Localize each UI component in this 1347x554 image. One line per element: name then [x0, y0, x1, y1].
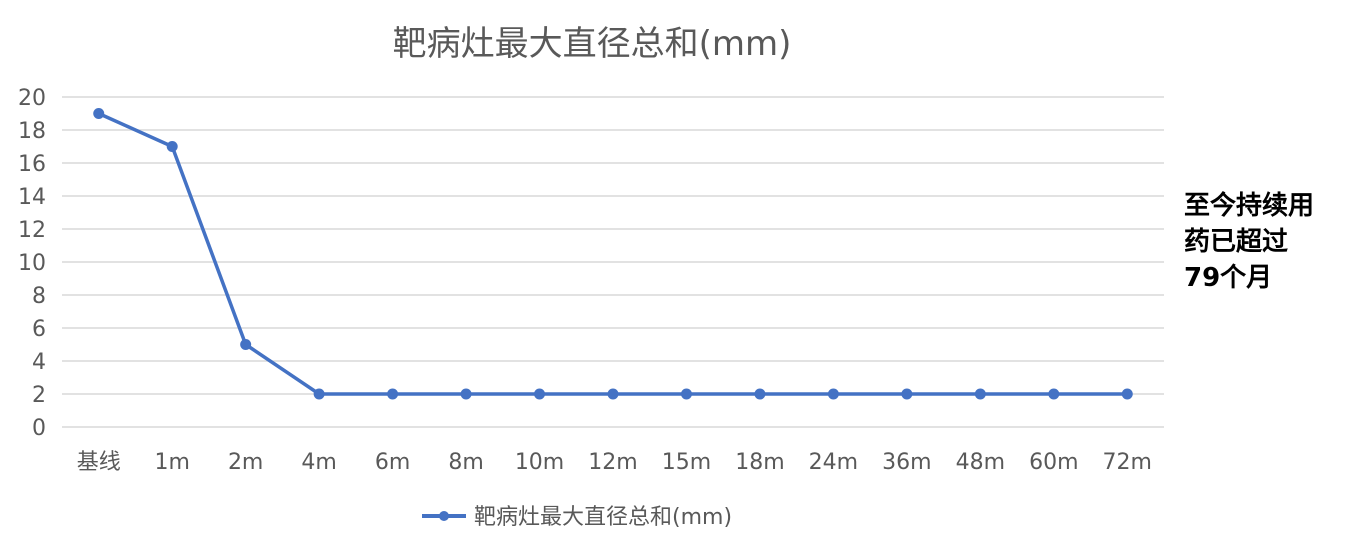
data-point: [313, 388, 325, 400]
y-tick-label: 20: [18, 86, 46, 111]
series-line: [98, 111, 1128, 396]
note-line-3: 79个月: [1184, 263, 1272, 293]
x-tick-label: 18m: [735, 450, 784, 475]
note-line-2: 药已超过: [1184, 227, 1288, 257]
data-point: [166, 141, 178, 152]
x-tick-label: 2m: [228, 450, 263, 475]
y-tick-label: 4: [32, 350, 46, 375]
x-tick-label: 6m: [375, 450, 410, 475]
data-point: [387, 388, 399, 400]
x-tick-label: 12m: [588, 450, 637, 475]
note-line-1: 至今持续用: [1184, 190, 1314, 221]
x-tick-label: 60m: [1029, 450, 1078, 475]
x-axis-ticks: 基线 1m 2m 4m 6m 8m 10m 12m 15m 18m 24m 36m 48m 60m 72m: [77, 450, 1152, 475]
x-tick-label: 36m: [882, 450, 931, 475]
data-point: [901, 388, 913, 400]
gridlines: [62, 96, 1164, 428]
data-point: [460, 388, 472, 400]
x-tick-label: 24m: [809, 450, 858, 475]
y-tick-label: 0: [32, 416, 46, 441]
y-tick-label: 16: [18, 152, 46, 177]
chart-title: 靶病灶最大直径总和(mm): [393, 24, 792, 64]
data-point: [93, 108, 105, 119]
data-point: [754, 388, 766, 400]
data-point: [534, 388, 546, 400]
legend-label: 靶病灶最大直径总和(mm): [474, 505, 732, 530]
data-point: [680, 388, 692, 400]
y-tick-label: 10: [18, 251, 46, 276]
y-axis-ticks: 0 2 4 6 8 10 12 14 16 18 20: [18, 86, 46, 441]
x-tick-label: 72m: [1103, 450, 1152, 475]
legend-marker-swatch: [439, 511, 449, 521]
y-tick-label: 14: [18, 185, 46, 210]
legend: 靶病灶最大直径总和(mm): [422, 505, 732, 530]
data-point: [1121, 388, 1133, 400]
y-tick-label: 2: [32, 383, 46, 408]
data-point: [1048, 388, 1060, 400]
x-tick-label: 8m: [448, 450, 483, 475]
data-point: [607, 388, 619, 400]
data-point: [974, 388, 986, 400]
y-tick-label: 18: [18, 119, 46, 144]
x-tick-label: 15m: [662, 450, 711, 475]
y-tick-label: 8: [32, 284, 46, 309]
x-tick-label: 基线: [77, 450, 121, 475]
x-tick-label: 1m: [154, 450, 189, 475]
x-tick-label: 48m: [956, 450, 1005, 475]
y-tick-label: 6: [32, 317, 46, 342]
series-layer: [93, 108, 1133, 400]
x-tick-label: 4m: [301, 450, 336, 475]
y-tick-label: 12: [18, 218, 46, 243]
x-tick-label: 10m: [515, 450, 564, 475]
annotation-note: 至今持续用 药已超过 79个月: [1184, 190, 1314, 293]
data-point: [240, 339, 252, 350]
data-point: [827, 388, 839, 400]
